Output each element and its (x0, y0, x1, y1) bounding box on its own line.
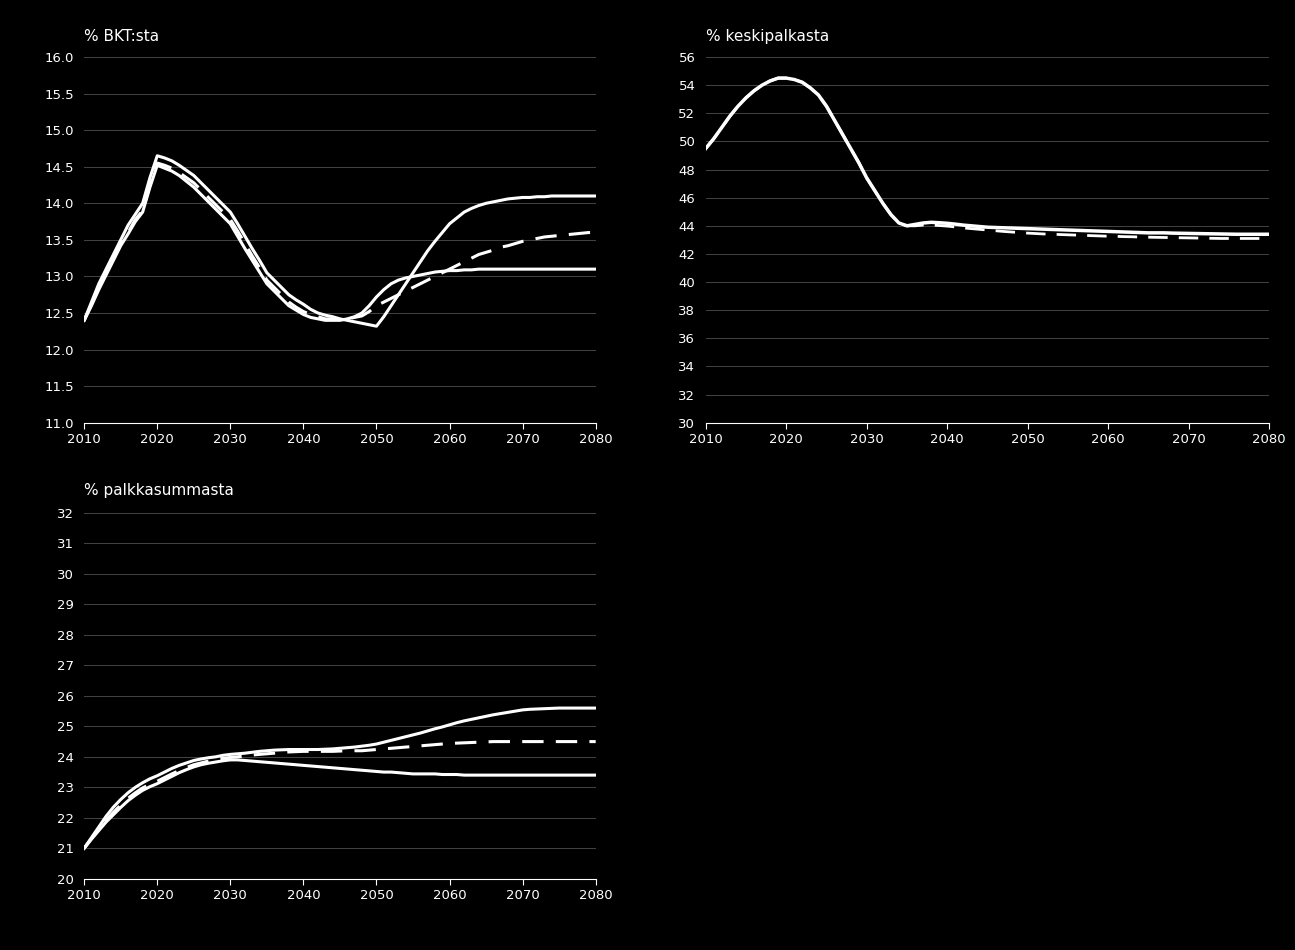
Text: % BKT:sta: % BKT:sta (84, 29, 159, 45)
Text: % keskipalkasta: % keskipalkasta (706, 29, 829, 45)
Text: % palkkasummasta: % palkkasummasta (84, 484, 234, 499)
